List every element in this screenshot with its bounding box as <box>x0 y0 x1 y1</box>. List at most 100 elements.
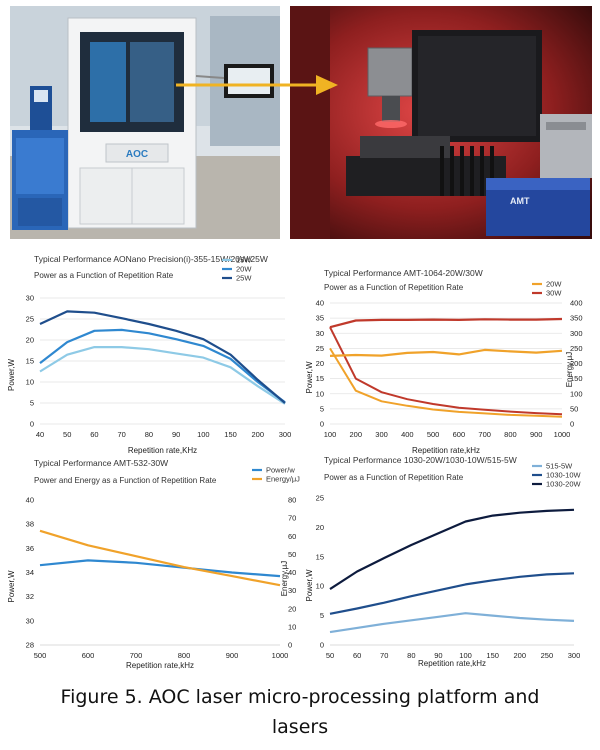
x-tick-label: 200 <box>252 430 265 439</box>
x-tick-label: 400 <box>401 430 414 439</box>
chart-title: Typical Performance AMT-532-30W <box>34 458 168 468</box>
x-tick-label: 70 <box>117 430 125 439</box>
x-tick-label: 700 <box>478 430 491 439</box>
y-tick-label: 20 <box>316 523 324 532</box>
x-tick-label: 900 <box>530 430 543 439</box>
x-tick-label: 70 <box>380 651 388 660</box>
series-line <box>39 328 286 404</box>
y-tick-label: 0 <box>320 641 324 650</box>
x-tick-label: 300 <box>375 430 388 439</box>
platform-illustration: AOC <box>10 6 280 239</box>
y-right-tick-label: 10 <box>288 622 296 631</box>
y-right-tick-label: 0 <box>288 641 292 650</box>
legend-label: 1030-20W <box>546 480 582 489</box>
y-right-tick-label: 40 <box>288 568 296 577</box>
y-right-tick-label: 350 <box>570 314 583 323</box>
legend-label: Energy/μJ <box>266 475 300 484</box>
laser-photo: AMT <box>290 6 592 239</box>
series-line <box>39 345 286 405</box>
series-line <box>329 348 563 357</box>
x-tick-label: 100 <box>459 651 472 660</box>
chart-subtitle: Power as a Function of Repetition Rate <box>34 271 174 280</box>
arrow-connector <box>176 75 338 95</box>
x-tick-label: 1000 <box>272 651 289 660</box>
caption-line-2: lasers <box>271 716 329 738</box>
y-tick-label: 0 <box>30 420 34 429</box>
y-tick-label: 0 <box>320 420 324 429</box>
y-right-tick-label: 150 <box>570 374 583 383</box>
y-right-axis-label: Energy,μJ <box>280 561 289 597</box>
y-tick-label: 25 <box>26 315 34 324</box>
y-right-tick-label: 50 <box>570 404 578 413</box>
x-tick-label: 700 <box>130 651 143 660</box>
y-axis-label: Power,W <box>7 359 16 391</box>
x-tick-label: 90 <box>434 651 442 660</box>
y-tick-label: 40 <box>26 496 34 505</box>
y-right-tick-label: 70 <box>288 514 296 523</box>
chart-title: Typical Performance AONano Precision(i)-… <box>34 254 268 264</box>
y-right-tick-label: 0 <box>570 420 574 429</box>
y-tick-label: 20 <box>26 336 34 345</box>
chart-1030-515: Typical Performance 1030-20W/1030-10W/51… <box>305 455 582 668</box>
y-tick-label: 5 <box>320 404 324 413</box>
x-tick-label: 60 <box>353 651 361 660</box>
x-tick-label: 60 <box>90 430 98 439</box>
platform-photo: AOC <box>10 6 280 239</box>
y-tick-label: 35 <box>316 314 324 323</box>
legend-label: Power/w <box>266 466 295 475</box>
x-tick-label: 50 <box>326 651 334 660</box>
y-tick-label: 25 <box>316 344 324 353</box>
x-tick-label: 200 <box>514 651 527 660</box>
chart-title: Typical Performance AMT-1064-20W/30W <box>324 268 483 278</box>
legend-label: 15W <box>236 256 252 265</box>
y-tick-label: 10 <box>316 389 324 398</box>
y-tick-label: 10 <box>26 378 34 387</box>
y-tick-label: 28 <box>26 641 34 650</box>
y-right-tick-label: 30 <box>288 586 296 595</box>
series-line <box>329 317 563 329</box>
laser-device-label: AMT <box>510 196 530 206</box>
chart-subtitle: Power as a Function of Repetition Rate <box>324 283 464 292</box>
series-line <box>329 612 575 634</box>
figure-caption: Figure 5. AOC laser micro-processing pla… <box>0 682 600 742</box>
x-axis-label: Repetition rate,kHz <box>412 446 480 455</box>
energy-series-line <box>329 347 563 418</box>
energy-series-line <box>329 326 563 416</box>
y-axis-label: Power,W <box>305 361 314 393</box>
y-right-tick-label: 80 <box>288 496 296 505</box>
y-tick-label: 15 <box>316 552 324 561</box>
x-tick-label: 600 <box>82 651 95 660</box>
y-tick-label: 5 <box>320 611 324 620</box>
chart-aonano-355: Typical Performance AONano Precision(i)-… <box>7 254 291 455</box>
y-axis-label: Power,W <box>7 570 16 602</box>
x-tick-label: 600 <box>453 430 466 439</box>
x-tick-label: 80 <box>407 651 415 660</box>
series-line <box>329 572 575 615</box>
y-tick-label: 30 <box>26 616 34 625</box>
platform-logo: AOC <box>126 149 148 160</box>
chart-title: Typical Performance 1030-20W/1030-10W/51… <box>324 455 517 465</box>
y-tick-label: 25 <box>316 494 324 503</box>
x-tick-label: 40 <box>36 430 44 439</box>
y-tick-label: 32 <box>26 592 34 601</box>
x-tick-label: 200 <box>350 430 363 439</box>
y-right-tick-label: 50 <box>288 550 296 559</box>
caption-line-1: Figure 5. AOC laser micro-processing pla… <box>60 686 540 708</box>
y-tick-label: 36 <box>26 544 34 553</box>
y-tick-label: 34 <box>26 568 34 577</box>
y-tick-label: 40 <box>316 299 324 308</box>
y-right-axis-label: Energy,μJ <box>565 352 574 388</box>
x-axis-label: Repetition rate,KHz <box>128 446 197 455</box>
x-axis-label: Repetition rate,kHz <box>418 659 486 668</box>
series-line <box>39 529 281 587</box>
y-axis-label: Power,W <box>305 569 314 601</box>
x-tick-label: 900 <box>226 651 239 660</box>
legend-label: 30W <box>546 289 562 298</box>
x-tick-label: 500 <box>34 651 47 660</box>
series-line <box>39 310 286 404</box>
x-tick-label: 50 <box>63 430 71 439</box>
y-tick-label: 15 <box>26 357 34 366</box>
legend-label: 20W <box>236 265 252 274</box>
chart-subtitle: Power and Energy as a Function of Repeti… <box>34 476 217 485</box>
y-right-tick-label: 20 <box>288 604 296 613</box>
